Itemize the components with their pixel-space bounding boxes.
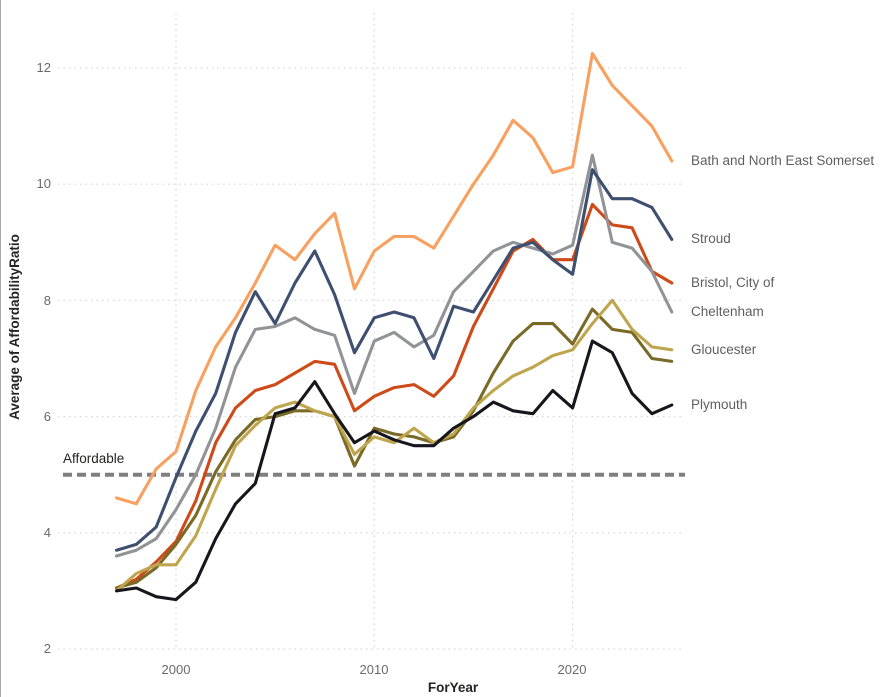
affordable-annotation: Affordable	[63, 451, 125, 466]
line-stroud[interactable]	[114, 168, 674, 552]
x-tick-2020: 2020	[557, 662, 587, 677]
line-cheltenham[interactable]	[114, 153, 674, 558]
x-tick-2010: 2010	[359, 662, 389, 677]
line-plymouth[interactable]	[114, 339, 674, 602]
line-bath-and-north-east-somerset[interactable]	[114, 51, 674, 506]
series-label-cheltenham: Cheltenham	[691, 304, 764, 320]
series-label-gloucester: Gloucester	[691, 341, 757, 357]
y-tick-6: 6	[43, 409, 51, 424]
line-bristol-city-of[interactable]	[114, 202, 674, 590]
line-unlabeled-olive-series[interactable]	[114, 307, 674, 590]
y-tick-10: 10	[36, 176, 51, 191]
y-tick-4: 4	[43, 525, 51, 540]
series-label-bristol-city-of: Bristol, City of	[691, 274, 775, 290]
y-tick-12: 12	[36, 60, 51, 75]
y-tick-2: 2	[43, 641, 51, 656]
series-label-bath-and-north-east-somerset: Bath and North East Somerset	[691, 152, 875, 168]
series-label-plymouth: Plymouth	[691, 396, 748, 412]
series-label-stroud: Stroud	[691, 231, 731, 247]
x-tick-2000: 2000	[161, 662, 191, 677]
x-axis-title: ForYear	[427, 680, 479, 695]
y-axis-title: Average of AffordabilityRatio	[7, 234, 22, 420]
line-gloucester[interactable]	[114, 298, 674, 593]
y-tick-8: 8	[43, 293, 51, 308]
